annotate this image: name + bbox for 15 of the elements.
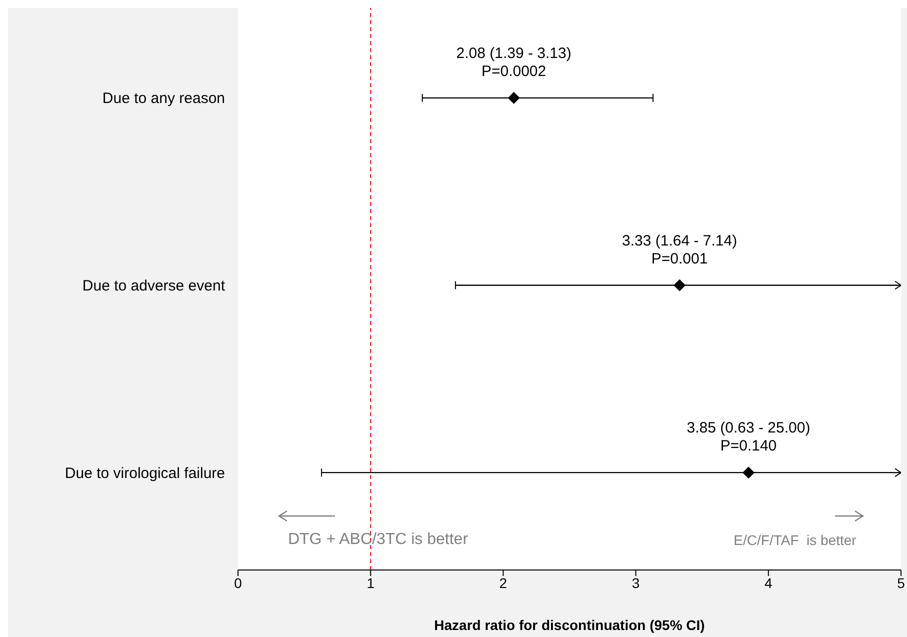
data-label: 2.08 (1.39 - 3.13) P=0.0002 — [456, 44, 572, 80]
x-axis-title: Hazard ratio for discontinuation (95% CI) — [434, 617, 705, 633]
data-label: 3.33 (1.64 - 7.14) P=0.001 — [622, 232, 738, 268]
y-tick-label: Due to adverse event — [82, 278, 226, 295]
annotation: DTG + ABC/3TC is better — [288, 531, 468, 549]
data-label: 3.85 (0.63 - 25.00) P=0.140 — [686, 420, 810, 455]
annotation: E/C/F/TAF is better — [734, 532, 856, 548]
x-tick-label: 1 — [366, 574, 375, 591]
y-tick-label: Due to virological failure — [64, 464, 225, 482]
y-tick-label: Due to any reason — [102, 90, 225, 108]
x-tick-label: 0 — [234, 574, 242, 591]
x-tick-label: 2 — [499, 574, 508, 591]
x-tick-label: 3 — [632, 574, 640, 591]
x-tick-label: 5 — [897, 574, 906, 591]
x-tick-label: 4 — [764, 574, 772, 591]
